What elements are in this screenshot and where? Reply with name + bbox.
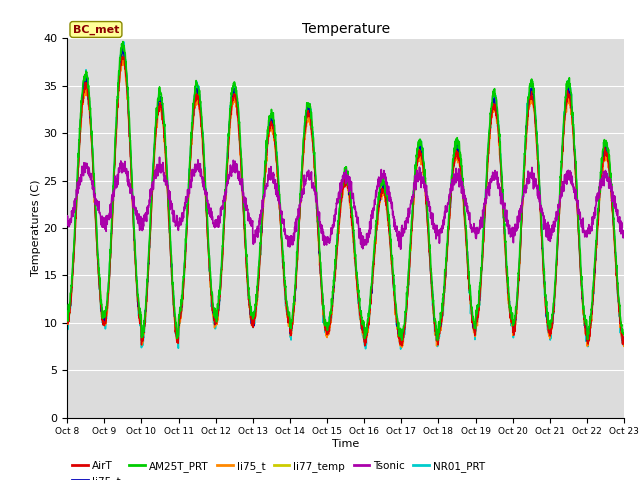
- Legend: AirT, li75_t, AM25T_PRT, li75_t, li77_temp, Tsonic, NR01_PRT: AirT, li75_t, AM25T_PRT, li75_t, li77_te…: [72, 461, 485, 480]
- Y-axis label: Temperatures (C): Temperatures (C): [31, 180, 40, 276]
- X-axis label: Time: Time: [332, 439, 359, 449]
- Text: BC_met: BC_met: [73, 24, 119, 35]
- Title: Temperature: Temperature: [301, 22, 390, 36]
